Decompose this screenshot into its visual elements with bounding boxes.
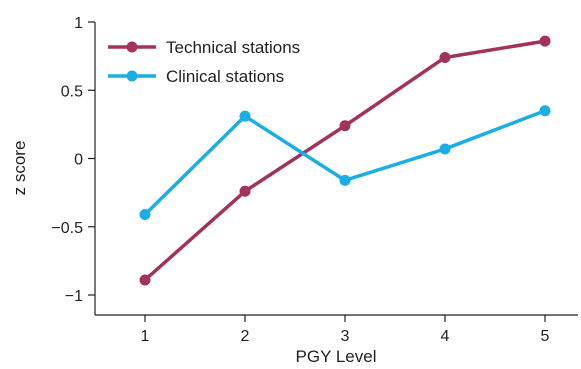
x-tick-label: 4: [441, 328, 450, 345]
y-axis-label: z score: [10, 141, 29, 196]
x-axis-label: PGY Level: [296, 347, 377, 366]
y-tick-label: −0.5: [51, 220, 83, 237]
y-tick-label: 0.5: [61, 83, 83, 100]
x-tick-label: 2: [241, 328, 250, 345]
series-technical-stations: [139, 35, 551, 286]
x-tick-label: 5: [541, 328, 550, 345]
data-point: [339, 120, 351, 132]
y-tick-label: 0: [74, 152, 83, 169]
data-point: [539, 105, 551, 117]
legend-item[interactable]: Clinical stations: [108, 67, 284, 86]
legend-swatch-marker: [126, 41, 138, 53]
y-tick-label: 1: [74, 15, 83, 32]
legend-swatch-marker: [126, 70, 138, 82]
data-point: [139, 208, 151, 220]
y-tick-label: −1: [65, 288, 83, 305]
x-tick-label: 3: [341, 328, 350, 345]
data-point: [139, 274, 151, 286]
legend[interactable]: Technical stations Clinical stations: [108, 38, 300, 86]
data-point: [439, 51, 451, 63]
x-ticks: 1 2 3 4 5: [141, 315, 550, 345]
data-point: [339, 174, 351, 186]
axes: [94, 22, 578, 316]
data-point: [539, 35, 551, 47]
series-group: [139, 35, 551, 286]
data-point: [439, 143, 451, 155]
x-tick-label: 1: [141, 328, 150, 345]
data-point: [239, 185, 251, 197]
legend-label: Technical stations: [166, 38, 300, 57]
data-point: [239, 110, 251, 122]
y-ticks: 1 0.5 0 −0.5 −1: [51, 15, 95, 305]
legend-item[interactable]: Technical stations: [108, 38, 300, 57]
series-clinical-stations: [139, 105, 551, 220]
legend-label: Clinical stations: [166, 67, 284, 86]
